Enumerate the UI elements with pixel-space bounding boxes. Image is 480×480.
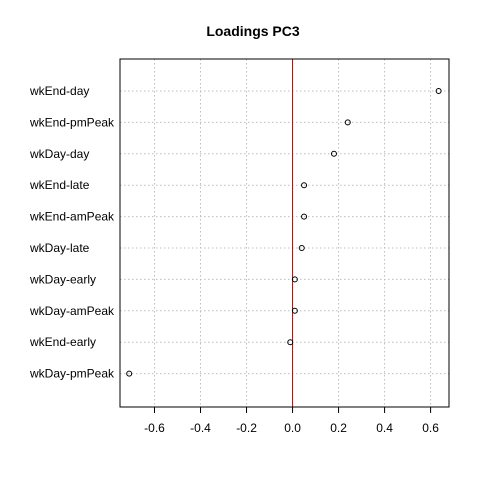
- category-label-wkend-late: wkEnd-late: [29, 178, 90, 192]
- grid-lines: [120, 59, 449, 407]
- point-wkday-early: [291, 276, 298, 283]
- category-label-wkend-early: wkEnd-early: [29, 335, 96, 349]
- x-axis: -0.6 -0.4 -0.2 0.0 0.2 0.4 0.6: [144, 407, 439, 435]
- x-tick-label-5: 0.4: [376, 421, 393, 435]
- category-label-wkend-ampeak: wkEnd-amPeak: [29, 210, 115, 224]
- category-label-wkday-day: wkDay-day: [29, 147, 89, 161]
- category-label-wkend-day: wkEnd-day: [29, 84, 89, 98]
- category-label-wkday-late: wkDay-late: [29, 241, 90, 255]
- plot-area-border: [119, 58, 450, 408]
- point-wkday-late: [298, 245, 305, 251]
- point-wkend-pmpeak: [344, 119, 351, 126]
- data-points: [126, 88, 442, 377]
- category-label-wkend-pmpeak: wkEnd-pmPeak: [29, 115, 115, 129]
- chart-title: Loadings PC3: [206, 23, 300, 39]
- category-label-wkday-ampeak: wkDay-amPeak: [29, 304, 115, 318]
- x-tick-label-6: 0.6: [422, 421, 439, 435]
- x-tick-label-3: 0.0: [284, 421, 301, 435]
- x-tick-label-1: -0.4: [190, 421, 211, 435]
- category-label-wkday-early: wkDay-early: [29, 272, 96, 286]
- point-wkday-pmpeak: [126, 370, 133, 377]
- x-tick-label-4: 0.2: [330, 421, 347, 435]
- point-wkend-day: [435, 88, 442, 94]
- category-label-wkday-pmpeak: wkDay-pmPeak: [29, 367, 115, 381]
- point-wkend-early: [287, 339, 294, 346]
- point-wkday-day: [330, 150, 337, 157]
- point-wkday-ampeak: [291, 307, 298, 314]
- x-tick-label-2: -0.2: [236, 421, 257, 435]
- y-axis-labels: wkEnd-day wkEnd-pmPeak wkDay-day wkEnd-late…: [29, 84, 115, 381]
- point-wkend-ampeak: [301, 213, 308, 220]
- point-wkend-late: [301, 182, 308, 189]
- x-tick-label-0: -0.6: [144, 421, 165, 435]
